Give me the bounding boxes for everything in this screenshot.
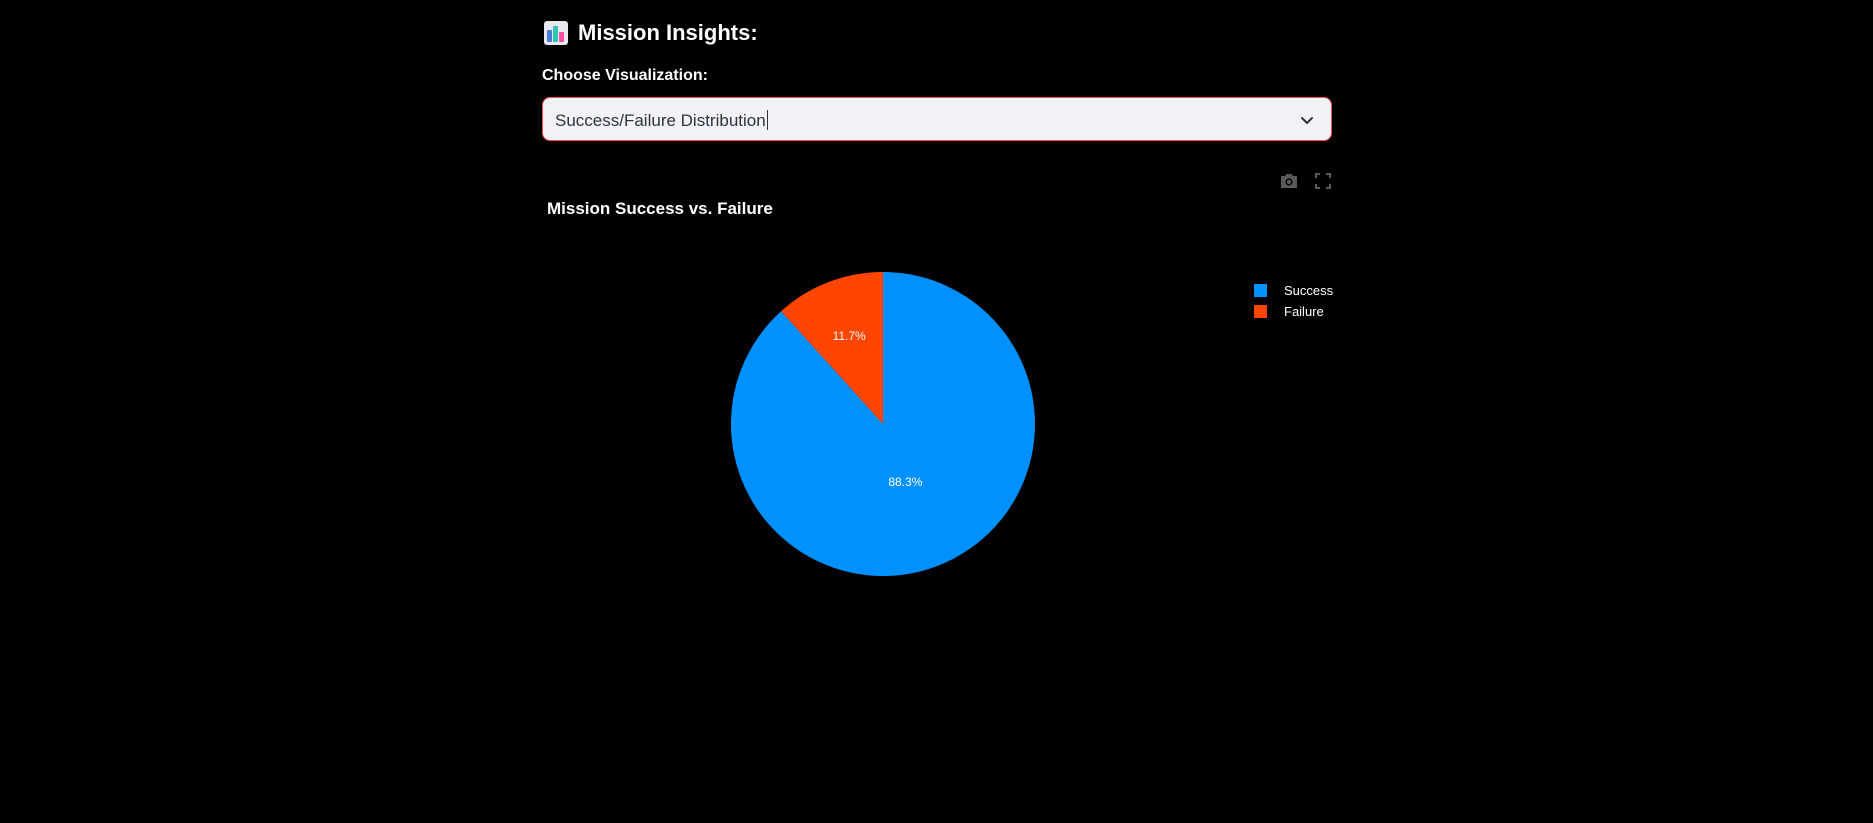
pie-chart: 88.3% 11.7%	[730, 272, 1035, 576]
legend-label-success: Success	[1284, 283, 1334, 298]
pie-label-success: 88.3%	[888, 475, 922, 489]
legend-swatch-failure	[1254, 305, 1267, 318]
fullscreen-icon	[1315, 173, 1331, 189]
visualization-select[interactable]: Success/Failure Distribution	[542, 97, 1332, 141]
pie-slice-success[interactable]	[730, 272, 1035, 576]
chart-title: Mission Success vs. Failure	[547, 199, 773, 218]
legend-item-success[interactable]: Success	[1254, 280, 1333, 301]
legend-swatch-success	[1254, 284, 1267, 297]
legend-label-failure: Failure	[1284, 304, 1324, 319]
chart-toolbar	[1278, 170, 1334, 192]
pie-slice-failure[interactable]	[781, 272, 883, 424]
visualization-select-label: Choose Visualization:	[542, 67, 708, 84]
visualization-select-value[interactable]: Success/Failure Distribution	[555, 110, 768, 130]
page-title: Mission Insights:	[578, 20, 758, 45]
download-png-button[interactable]	[1278, 170, 1300, 192]
chart-legend: Success Failure	[1254, 280, 1333, 322]
text-caret	[766, 110, 768, 130]
section-header: Mission Insights:	[544, 18, 758, 48]
pie-label-failure: 11.7%	[833, 329, 866, 343]
chevron-down-icon[interactable]	[1297, 110, 1317, 130]
fullscreen-button[interactable]	[1312, 170, 1334, 192]
bar-chart-icon	[544, 21, 568, 45]
camera-icon	[1281, 174, 1297, 188]
legend-item-failure[interactable]: Failure	[1254, 301, 1333, 322]
main-content: Mission Insights: Choose Visualization: …	[542, 0, 1334, 823]
